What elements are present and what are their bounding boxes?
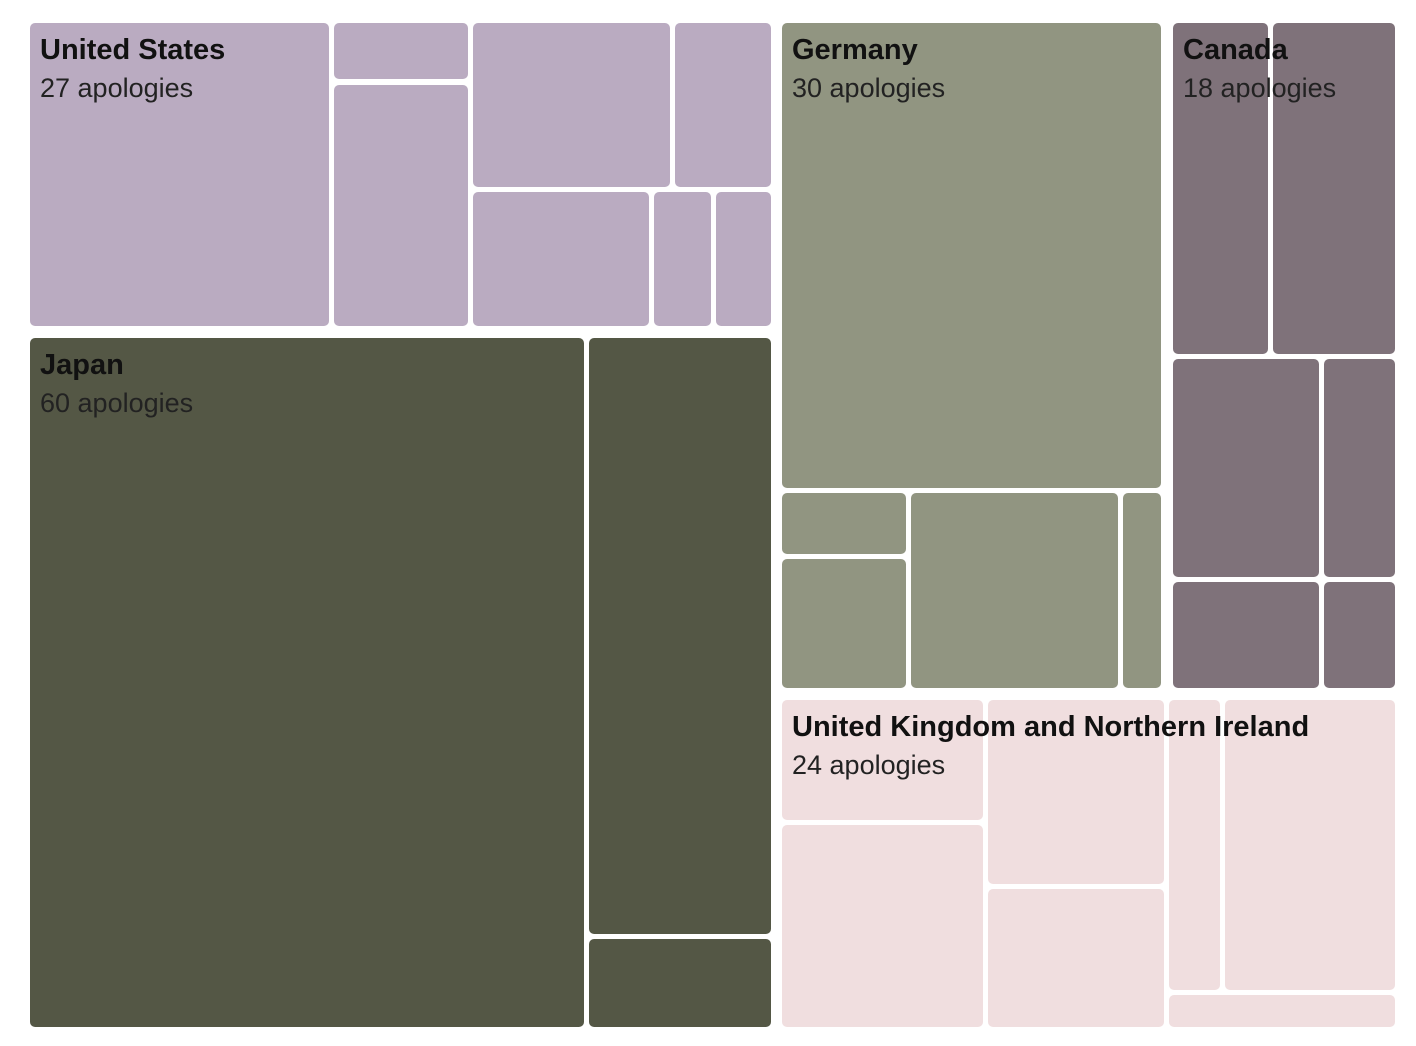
treemap-cell — [782, 825, 983, 1027]
treemap-group-germany — [782, 23, 1161, 688]
treemap-cell — [1123, 493, 1161, 688]
group-label-united-kingdom-and-northern-ireland: United Kingdom and Northern Ireland — [792, 711, 1309, 743]
group-count-germany: 30 apologies — [792, 73, 945, 103]
treemap-cell — [1225, 700, 1395, 990]
treemap-cell — [716, 192, 771, 326]
treemap-group-united-states — [30, 23, 771, 326]
treemap-group-japan — [30, 338, 771, 1027]
treemap-cells — [30, 23, 1395, 1027]
treemap-cell — [1273, 23, 1395, 354]
treemap-cell — [334, 85, 468, 326]
treemap-cell — [1173, 23, 1268, 354]
treemap-cell — [988, 700, 1164, 884]
group-label-japan: Japan — [40, 349, 124, 381]
treemap-cell — [30, 23, 329, 326]
treemap-labels: United States 27 apologies Japan 60 apologi… — [40, 34, 1336, 780]
treemap-cell — [473, 192, 649, 326]
treemap-cell — [1173, 359, 1319, 577]
treemap-cell — [473, 23, 670, 187]
treemap-cell — [1324, 582, 1395, 688]
treemap-group-canada — [1173, 23, 1395, 688]
group-count-united-states: 27 apologies — [40, 73, 193, 103]
group-label-united-states: United States — [40, 34, 225, 66]
group-label-germany: Germany — [792, 34, 918, 66]
treemap-cell — [1324, 359, 1395, 577]
group-count-united-kingdom-and-northern-ireland: 24 apologies — [792, 750, 945, 780]
treemap-cell — [1169, 995, 1395, 1027]
group-label-canada: Canada — [1183, 34, 1289, 66]
treemap-cell — [1173, 582, 1319, 688]
treemap-cell — [1169, 700, 1220, 990]
treemap-cell — [30, 338, 584, 1027]
treemap-cell — [589, 338, 771, 934]
treemap-cell — [675, 23, 771, 187]
treemap-cell — [988, 889, 1164, 1027]
treemap-cell — [654, 192, 711, 326]
treemap-cell — [334, 23, 468, 79]
treemap-cell — [782, 493, 906, 554]
treemap-cell — [782, 700, 983, 820]
group-count-canada: 18 apologies — [1183, 73, 1336, 103]
treemap-cell — [589, 939, 771, 1027]
group-count-japan: 60 apologies — [40, 388, 193, 418]
treemap-group-united-kingdom-and-northern-ireland — [782, 700, 1395, 1027]
treemap-cell — [911, 493, 1118, 688]
treemap-cell — [782, 23, 1161, 488]
treemap-cell — [782, 559, 906, 688]
